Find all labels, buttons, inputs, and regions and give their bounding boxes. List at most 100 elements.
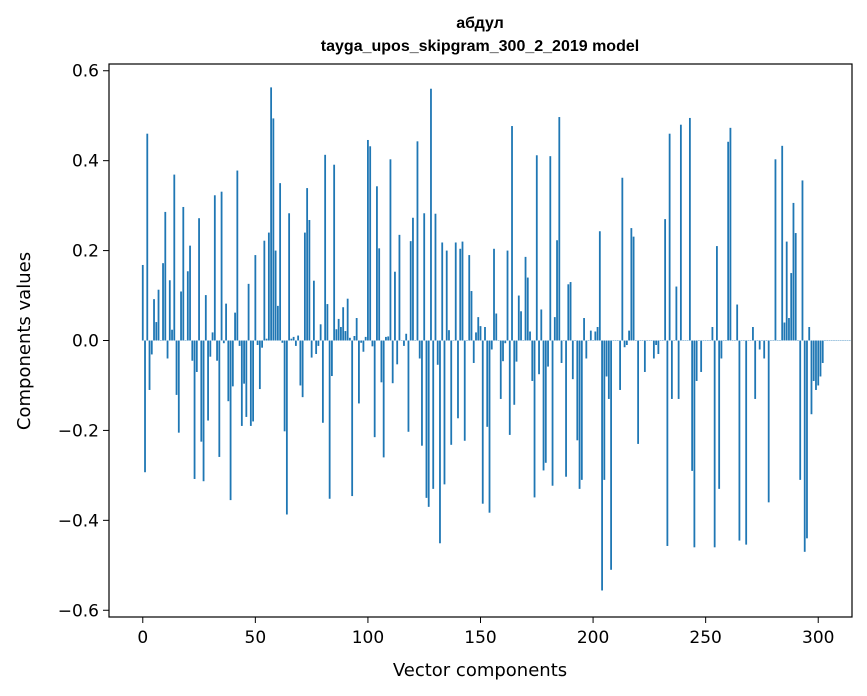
bar-47 — [247, 283, 250, 341]
bar-164 — [511, 126, 513, 341]
bar-156 — [493, 248, 495, 341]
bar-147 — [472, 340, 475, 363]
bar-264 — [736, 304, 739, 341]
bar-173 — [531, 340, 534, 381]
bar-276 — [763, 340, 766, 359]
bar-117 — [405, 333, 408, 341]
bar-205 — [603, 340, 606, 480]
bar-22 — [191, 340, 194, 361]
bar-102 — [371, 340, 374, 347]
bar-53 — [261, 340, 263, 348]
bar-109 — [387, 336, 390, 341]
bar-120 — [412, 217, 414, 341]
bar-257 — [720, 340, 723, 359]
bar-27 — [202, 340, 205, 482]
bar-113 — [396, 340, 399, 365]
bar-65 — [288, 213, 291, 341]
bar-126 — [425, 340, 428, 498]
bar-302 — [821, 340, 824, 363]
bar-289 — [792, 202, 795, 341]
bar-29 — [207, 340, 209, 421]
bar-116 — [403, 340, 405, 346]
x-tick-label: 200 — [577, 628, 609, 648]
bar-141 — [459, 248, 462, 341]
bar-12 — [168, 280, 171, 341]
bar-96 — [358, 340, 360, 404]
bar-153 — [486, 340, 489, 427]
bar-101 — [369, 146, 372, 341]
bar-178 — [542, 340, 545, 471]
bar-36 — [222, 340, 225, 344]
bar-74 — [308, 220, 311, 341]
bar-40 — [231, 340, 234, 387]
bar-20 — [186, 271, 189, 341]
plot-frame — [108, 63, 853, 618]
bar-201 — [594, 331, 597, 341]
bar-255 — [716, 246, 718, 341]
bar-281 — [774, 159, 777, 341]
bar-223 — [643, 340, 646, 372]
y-tick-label: 0.4 — [72, 152, 99, 172]
bar-87 — [337, 318, 340, 341]
bar-163 — [508, 340, 511, 435]
bar-171 — [526, 277, 529, 341]
bar-238 — [677, 340, 680, 399]
bar-167 — [517, 295, 520, 341]
y-tick-label: 0.6 — [72, 62, 99, 82]
bar-162 — [506, 250, 509, 341]
bar-227 — [652, 340, 655, 359]
bar-278 — [767, 340, 770, 503]
bar-24 — [195, 340, 198, 372]
bar-107 — [382, 340, 385, 458]
bar-54 — [263, 240, 266, 341]
bar-16 — [177, 340, 180, 433]
bar-152 — [484, 327, 486, 341]
bar-57 — [270, 87, 273, 341]
bar-77 — [315, 340, 318, 354]
x-tick-label: 0 — [137, 628, 148, 648]
bar-110 — [389, 159, 392, 341]
bar-134 — [443, 340, 446, 485]
bar-208 — [610, 340, 612, 570]
bar-6 — [155, 322, 158, 341]
bar-207 — [607, 340, 610, 399]
bar-284 — [781, 145, 784, 341]
bar-75 — [310, 340, 313, 358]
bar-194 — [578, 340, 581, 489]
bar-174 — [533, 340, 536, 498]
bar-298 — [812, 340, 815, 381]
bar-127 — [427, 340, 430, 507]
bar-143 — [463, 340, 466, 441]
y-axis-label: Components values — [14, 252, 35, 430]
bar-83 — [328, 340, 331, 499]
bar-99 — [364, 336, 367, 341]
bar-237 — [675, 286, 678, 341]
bar-73 — [306, 188, 309, 341]
bar-199 — [589, 330, 592, 341]
bar-183 — [553, 317, 556, 341]
bar-119 — [409, 241, 412, 341]
bar-70 — [299, 340, 302, 386]
bar-232 — [664, 219, 667, 341]
bar-235 — [670, 340, 673, 399]
bar-108 — [385, 336, 387, 341]
bar-261 — [729, 127, 732, 341]
bar-82 — [326, 304, 329, 341]
y-tick-label: −0.2 — [58, 421, 99, 441]
y-tick-label: −0.6 — [58, 601, 99, 621]
bar-23 — [193, 340, 196, 479]
bar-145 — [468, 255, 471, 341]
bar-50 — [254, 255, 257, 341]
bar-287 — [788, 318, 790, 341]
bar-37 — [225, 303, 227, 341]
bar-234 — [668, 133, 671, 341]
bar-172 — [529, 331, 531, 341]
bar-33 — [216, 340, 218, 361]
bar-228 — [655, 340, 658, 345]
bar-84 — [331, 340, 333, 377]
chart-title: абдул — [456, 15, 504, 32]
bar-218 — [632, 236, 635, 341]
bar-139 — [454, 242, 457, 341]
bar-78 — [317, 340, 320, 346]
bar-7 — [157, 289, 160, 341]
